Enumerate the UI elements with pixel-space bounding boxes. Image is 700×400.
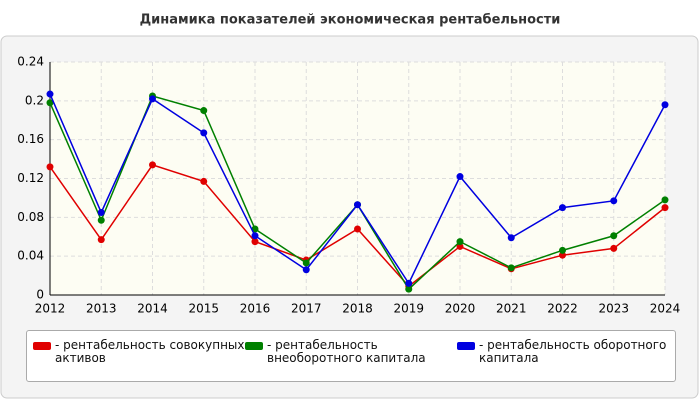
x-tick-label: 2018 <box>342 302 373 316</box>
x-tick-label: 2019 <box>393 302 424 316</box>
data-point <box>354 201 361 209</box>
x-tick-label: 2015 <box>188 302 219 316</box>
data-point <box>46 90 54 98</box>
chart-title: Динамика показателей экономическая рента… <box>140 13 561 28</box>
x-tick-label: 2016 <box>240 302 271 316</box>
legend-swatch <box>245 342 263 350</box>
data-point <box>97 208 105 216</box>
x-tick-label: 2012 <box>35 302 66 316</box>
legend-item: - рентабельность внеоборотного капитала <box>245 339 457 373</box>
data-point <box>200 107 208 115</box>
y-tick-label: 0 <box>36 288 44 302</box>
data-point <box>456 242 464 250</box>
legend-swatch <box>33 342 51 350</box>
x-tick-label: 2014 <box>137 302 168 316</box>
legend-label: - рентабельность совокупных активов <box>55 338 245 365</box>
x-tick-label: 2024 <box>650 302 681 316</box>
data-point <box>405 279 413 287</box>
legend-swatch <box>457 342 475 350</box>
legend-item: - рентабельность совокупных активов <box>33 339 245 373</box>
y-tick-label: 0.2 <box>25 93 44 107</box>
x-tick-label: 2013 <box>86 302 117 316</box>
data-point <box>46 163 54 171</box>
data-point <box>405 285 413 293</box>
data-point <box>559 204 566 212</box>
data-point <box>200 177 208 185</box>
data-point <box>559 251 566 259</box>
y-tick-label: 0.24 <box>17 55 44 69</box>
data-point <box>610 232 618 240</box>
data-point <box>610 244 618 252</box>
data-point <box>149 161 156 169</box>
data-point <box>302 266 310 274</box>
y-tick-label: 0.04 <box>17 249 44 263</box>
legend-label: - рентабельность внеоборотного капитала <box>267 338 426 365</box>
data-point <box>354 225 361 233</box>
data-point <box>661 196 669 204</box>
x-tick-label: 2021 <box>496 302 527 316</box>
x-tick-label: 2017 <box>291 302 322 316</box>
data-point <box>610 197 618 205</box>
x-tick-label: 2020 <box>445 302 476 316</box>
legend: - рентабельность совокупных активов - рен… <box>26 330 676 382</box>
data-point <box>200 129 208 137</box>
data-point <box>661 101 669 109</box>
data-point <box>46 99 54 107</box>
data-point <box>507 234 515 242</box>
data-point <box>149 95 156 103</box>
data-point <box>251 238 259 246</box>
y-tick-label: 0.12 <box>17 171 44 185</box>
x-tick-label: 2022 <box>547 302 578 316</box>
data-point <box>507 264 515 272</box>
data-point <box>302 259 310 267</box>
data-point <box>456 238 464 246</box>
data-point <box>97 236 105 244</box>
legend-label: - рентабельность оборотного капитала <box>479 338 667 365</box>
y-tick-label: 0.08 <box>17 210 44 224</box>
x-tick-label: 2023 <box>598 302 629 316</box>
data-point <box>661 204 669 212</box>
y-tick-label: 0.16 <box>17 132 44 146</box>
data-point <box>251 232 259 240</box>
data-point <box>97 216 105 224</box>
legend-item: - рентабельность оборотного капитала <box>457 339 669 373</box>
data-point <box>456 173 464 181</box>
data-point <box>559 246 566 254</box>
